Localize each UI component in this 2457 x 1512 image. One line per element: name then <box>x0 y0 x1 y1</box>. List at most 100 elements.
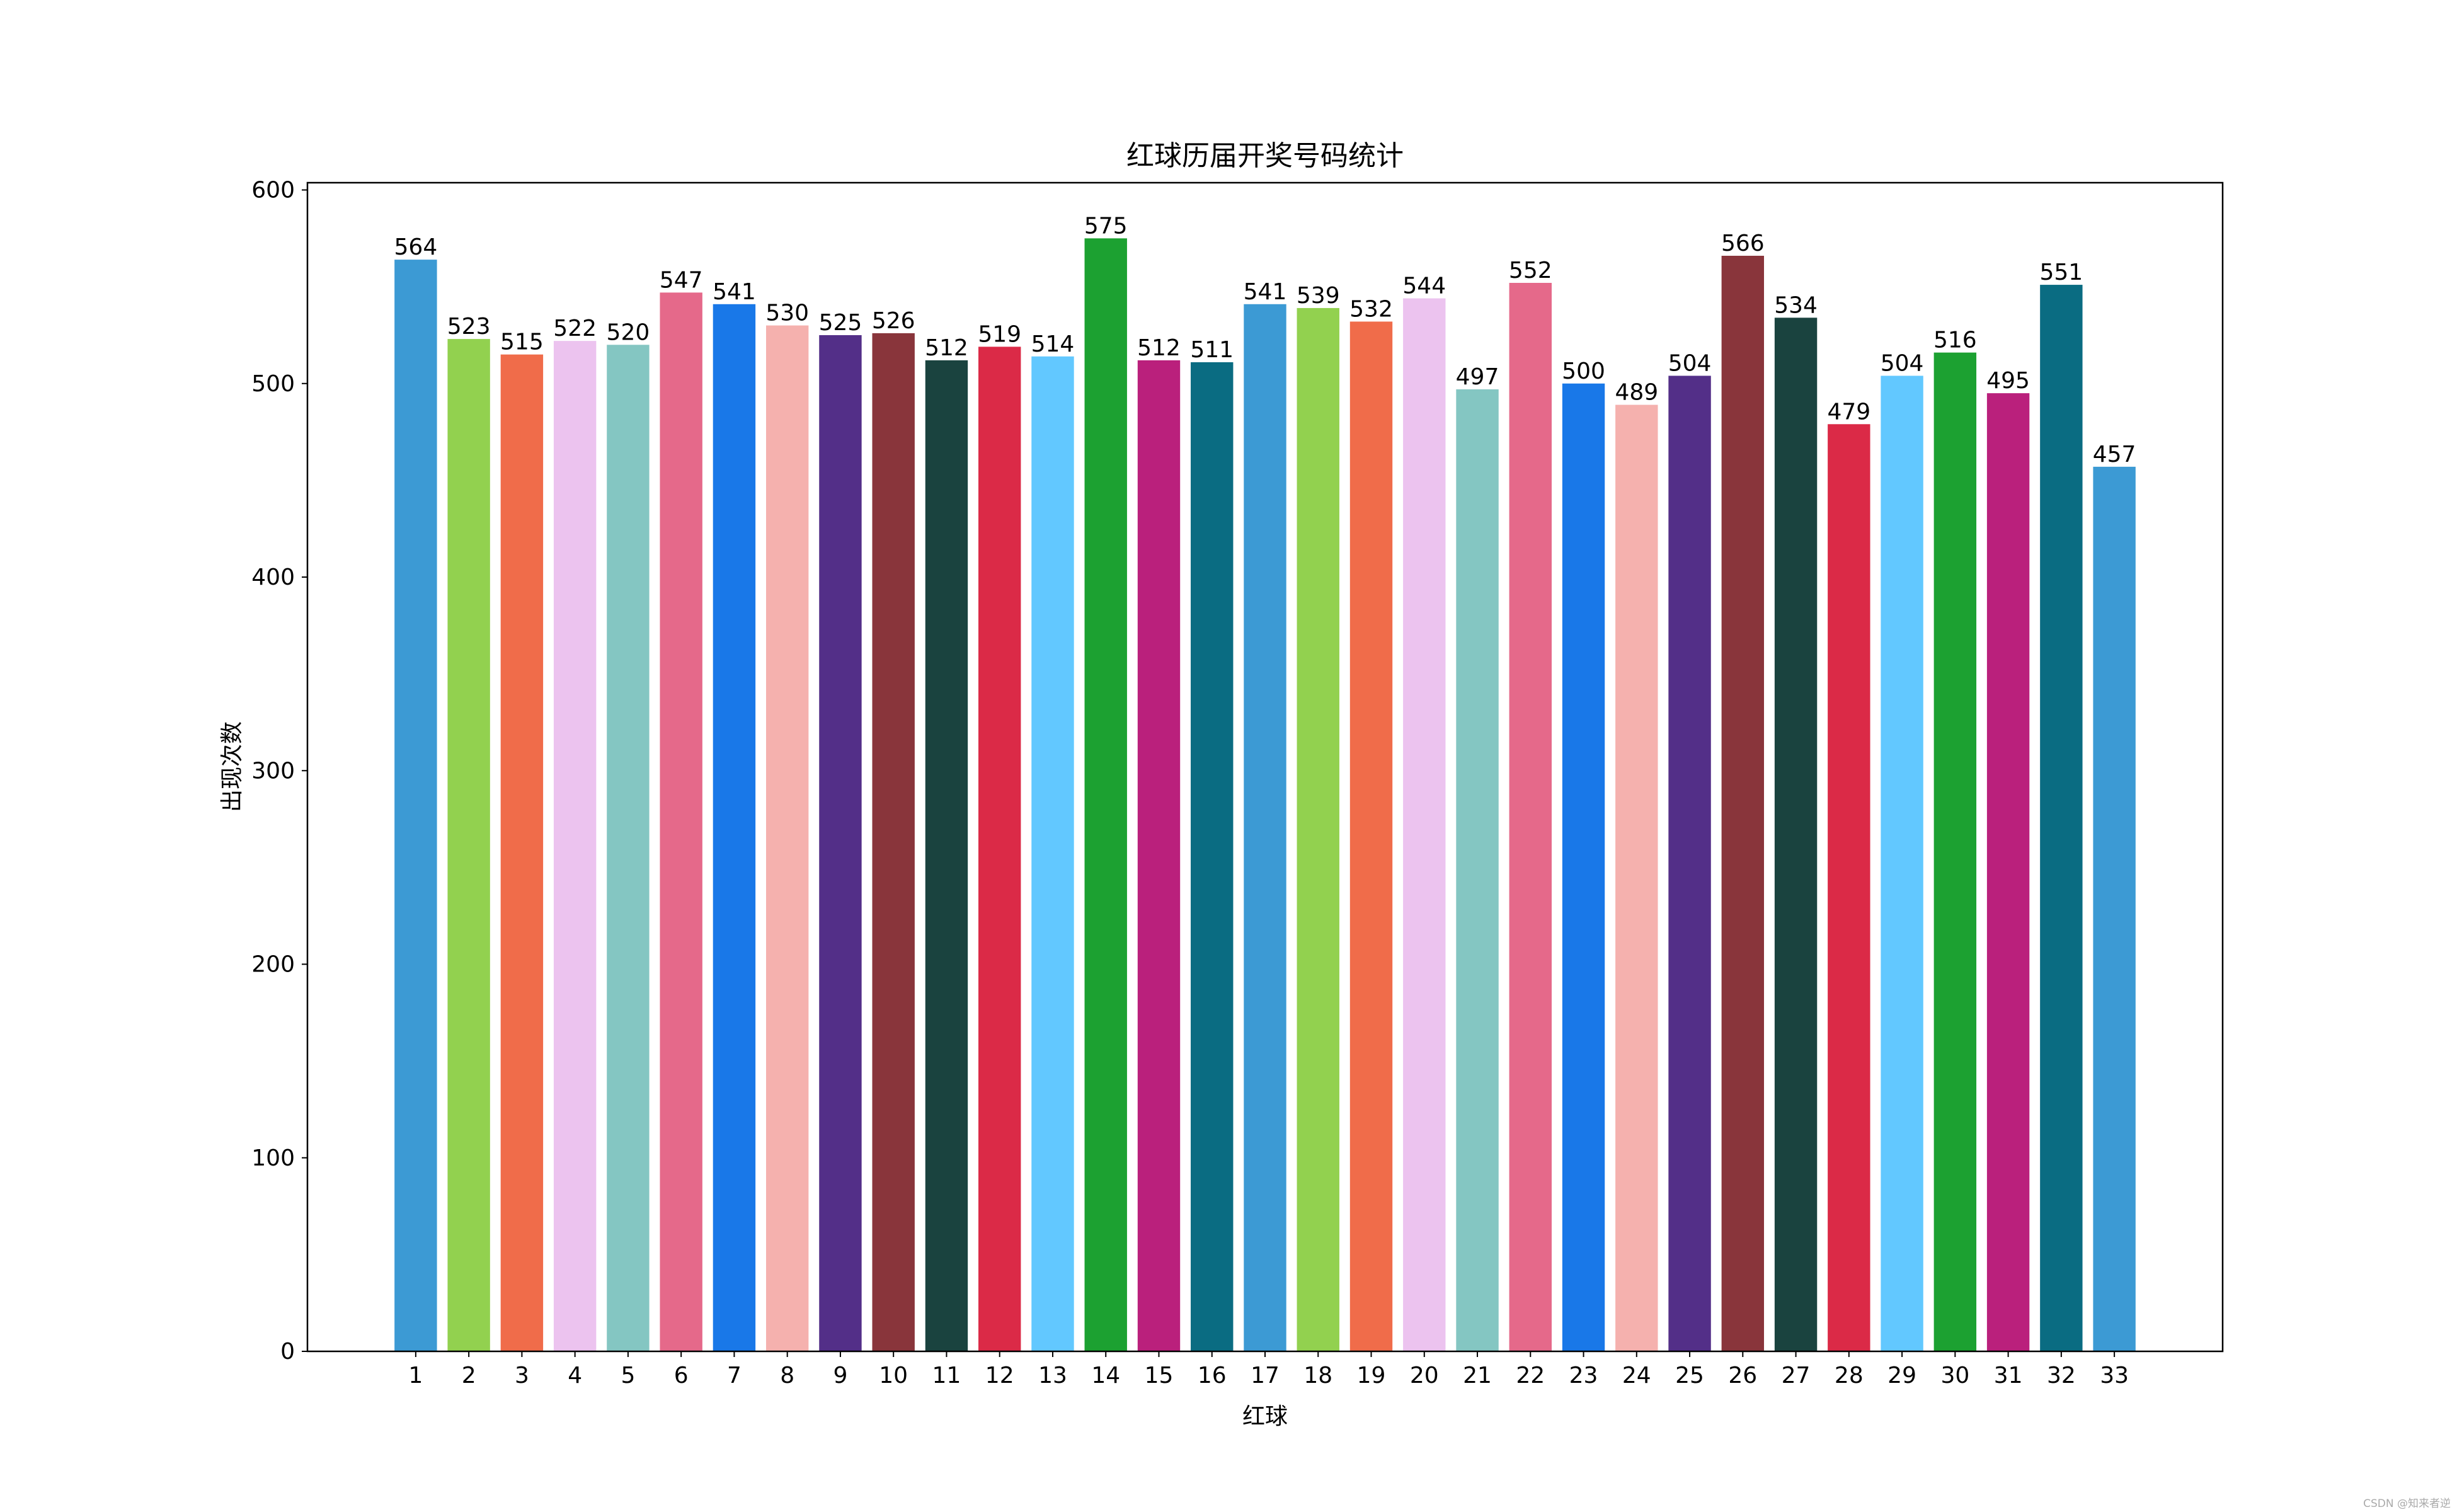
x-tick-label: 11 <box>932 1363 961 1389</box>
data-label-5: 520 <box>607 319 650 345</box>
data-label-7: 541 <box>713 279 756 305</box>
data-label-32: 551 <box>2039 260 2083 285</box>
bar-18 <box>1297 307 1339 1351</box>
x-tick-label: 15 <box>1145 1363 1174 1389</box>
data-label-17: 541 <box>1244 279 1287 305</box>
x-tick-label: 10 <box>879 1363 908 1389</box>
y-tick-label: 400 <box>251 564 295 590</box>
x-tick-label: 16 <box>1198 1363 1227 1389</box>
bar-32 <box>2040 285 2083 1351</box>
x-tick-label: 25 <box>1675 1363 1704 1389</box>
bar-24 <box>1615 404 1658 1352</box>
x-tick-label: 32 <box>2047 1363 2076 1389</box>
data-label-12: 519 <box>978 321 1021 347</box>
bar-19 <box>1349 321 1393 1352</box>
chart-title: 红球历届开奖号码统计 <box>1126 140 1404 172</box>
x-tick-label: 20 <box>1410 1363 1439 1389</box>
bar-30 <box>1933 352 1977 1352</box>
data-label-27: 534 <box>1774 292 1818 318</box>
x-tick-label: 33 <box>2100 1363 2129 1389</box>
x-tick-label: 28 <box>1835 1363 1864 1389</box>
data-label-3: 515 <box>500 329 544 355</box>
data-label-14: 575 <box>1084 213 1128 239</box>
x-tick-label: 6 <box>674 1363 689 1389</box>
watermark: CSDN @知来者逆 <box>2363 1498 2451 1510</box>
y-axis-ticks: 0 100 200 300 400 500 600 <box>251 178 307 1365</box>
data-label-24: 489 <box>1615 380 1658 406</box>
bar-2 <box>447 339 490 1351</box>
x-tick-label: 24 <box>1622 1363 1651 1389</box>
bar-11 <box>925 360 968 1351</box>
data-label-18: 539 <box>1297 283 1340 309</box>
bar-26 <box>1721 255 1765 1352</box>
data-label-22: 552 <box>1509 258 1552 284</box>
data-label-31: 495 <box>1986 368 2030 394</box>
x-tick-label: 22 <box>1516 1363 1545 1389</box>
bar-6 <box>660 292 702 1351</box>
bar-7 <box>713 304 756 1351</box>
x-tick-label: 1 <box>408 1363 423 1389</box>
bar-28 <box>1828 424 1870 1352</box>
bar-29 <box>1881 375 1923 1351</box>
bar-15 <box>1137 360 1181 1351</box>
x-tick-label: 31 <box>1994 1363 2023 1389</box>
x-tick-label: 21 <box>1463 1363 1492 1389</box>
x-tick-label: 30 <box>1940 1363 1969 1389</box>
bar-10 <box>872 333 915 1351</box>
x-tick-label: 14 <box>1091 1363 1120 1389</box>
axes-frame <box>306 181 2224 1353</box>
y-tick-label: 500 <box>251 371 295 397</box>
data-label-28: 479 <box>1827 399 1870 425</box>
x-tick-label: 7 <box>727 1363 742 1389</box>
x-tick-label: 5 <box>621 1363 635 1389</box>
data-label-2: 523 <box>447 314 491 340</box>
bar-14 <box>1084 238 1127 1351</box>
x-tick-label: 4 <box>568 1363 582 1389</box>
data-label-29: 504 <box>1881 350 1924 376</box>
y-tick-label: 600 <box>251 178 295 203</box>
bar-5 <box>607 345 650 1351</box>
x-tick-label: 9 <box>833 1363 847 1389</box>
data-label-11: 512 <box>925 335 968 361</box>
data-label-33: 457 <box>2093 442 2136 467</box>
x-tick-label: 2 <box>462 1363 476 1389</box>
data-label-19: 532 <box>1349 296 1393 322</box>
x-tick-label: 18 <box>1303 1363 1332 1389</box>
bar-4 <box>553 341 597 1352</box>
data-label-23: 500 <box>1562 358 1605 384</box>
bar-23 <box>1562 383 1605 1352</box>
data-label-30: 516 <box>1933 328 1977 353</box>
x-tick-label: 26 <box>1728 1363 1757 1389</box>
data-label-1: 564 <box>394 234 438 260</box>
bar-3 <box>500 354 544 1351</box>
x-axis-label: 红球 <box>1242 1404 1288 1429</box>
data-label-4: 522 <box>553 316 597 341</box>
x-tick-label: 8 <box>780 1363 794 1389</box>
data-label-26: 566 <box>1721 231 1765 256</box>
data-label-21: 497 <box>1456 364 1499 390</box>
bar-1 <box>394 260 437 1352</box>
bar-21 <box>1456 389 1499 1351</box>
data-label-6: 547 <box>660 267 703 293</box>
bar-12 <box>978 346 1021 1351</box>
data-label-20: 544 <box>1402 273 1446 299</box>
x-axis-ticks: 1 2 3 4 5 6 7 8 9 10 11 12 13 14 15 16 17 18 19 20 21 22 23 24 2… <box>408 1351 2129 1389</box>
y-axis-label: 出现次数 <box>219 721 245 812</box>
bar-13 <box>1031 356 1074 1351</box>
bar-27 <box>1774 318 1818 1352</box>
data-label-10: 526 <box>872 308 915 334</box>
data-label-13: 514 <box>1031 331 1075 357</box>
bars-group: 564 523 515 522 520 547 541 530 525 526 512 519 514 5… <box>394 213 2136 1352</box>
data-label-8: 530 <box>765 301 809 326</box>
y-tick-label: 200 <box>251 952 295 978</box>
bar-17 <box>1244 304 1286 1351</box>
bar-9 <box>819 335 862 1351</box>
data-label-9: 525 <box>819 310 862 336</box>
x-tick-label: 27 <box>1782 1363 1811 1389</box>
x-tick-label: 17 <box>1251 1363 1280 1389</box>
x-tick-label: 19 <box>1357 1363 1386 1389</box>
bar-16 <box>1191 362 1234 1352</box>
bar-22 <box>1509 283 1552 1351</box>
data-label-15: 512 <box>1137 335 1181 361</box>
